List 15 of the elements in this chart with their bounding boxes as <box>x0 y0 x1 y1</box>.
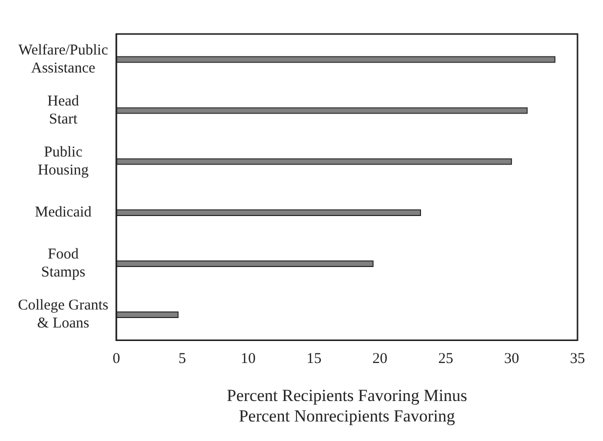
x-tick-label: 15 <box>306 351 322 368</box>
x-axis-title: Percent Recipients Favoring Minus Percent Nonrecipients Favoring <box>226 386 468 426</box>
x-tick-label: 30 <box>504 351 520 368</box>
x-tick-label: 5 <box>178 351 186 368</box>
y-tick-label: College Grants & Loans <box>18 298 109 332</box>
x-tick-label: 35 <box>570 351 585 368</box>
y-tick-label: Welfare/Public Assistance <box>18 42 108 76</box>
y-tick-label: Medicaid <box>34 204 92 221</box>
x-tick-label: 10 <box>240 351 256 368</box>
y-tick-label: Food Stamps <box>41 246 86 281</box>
y-tick-label: Public Housing <box>38 144 90 179</box>
y-tick-label: Head Start <box>47 93 80 128</box>
x-tick-label: 20 <box>372 351 388 368</box>
x-tick-label: 0 <box>112 351 120 368</box>
x-tick-label: 25 <box>438 351 454 368</box>
